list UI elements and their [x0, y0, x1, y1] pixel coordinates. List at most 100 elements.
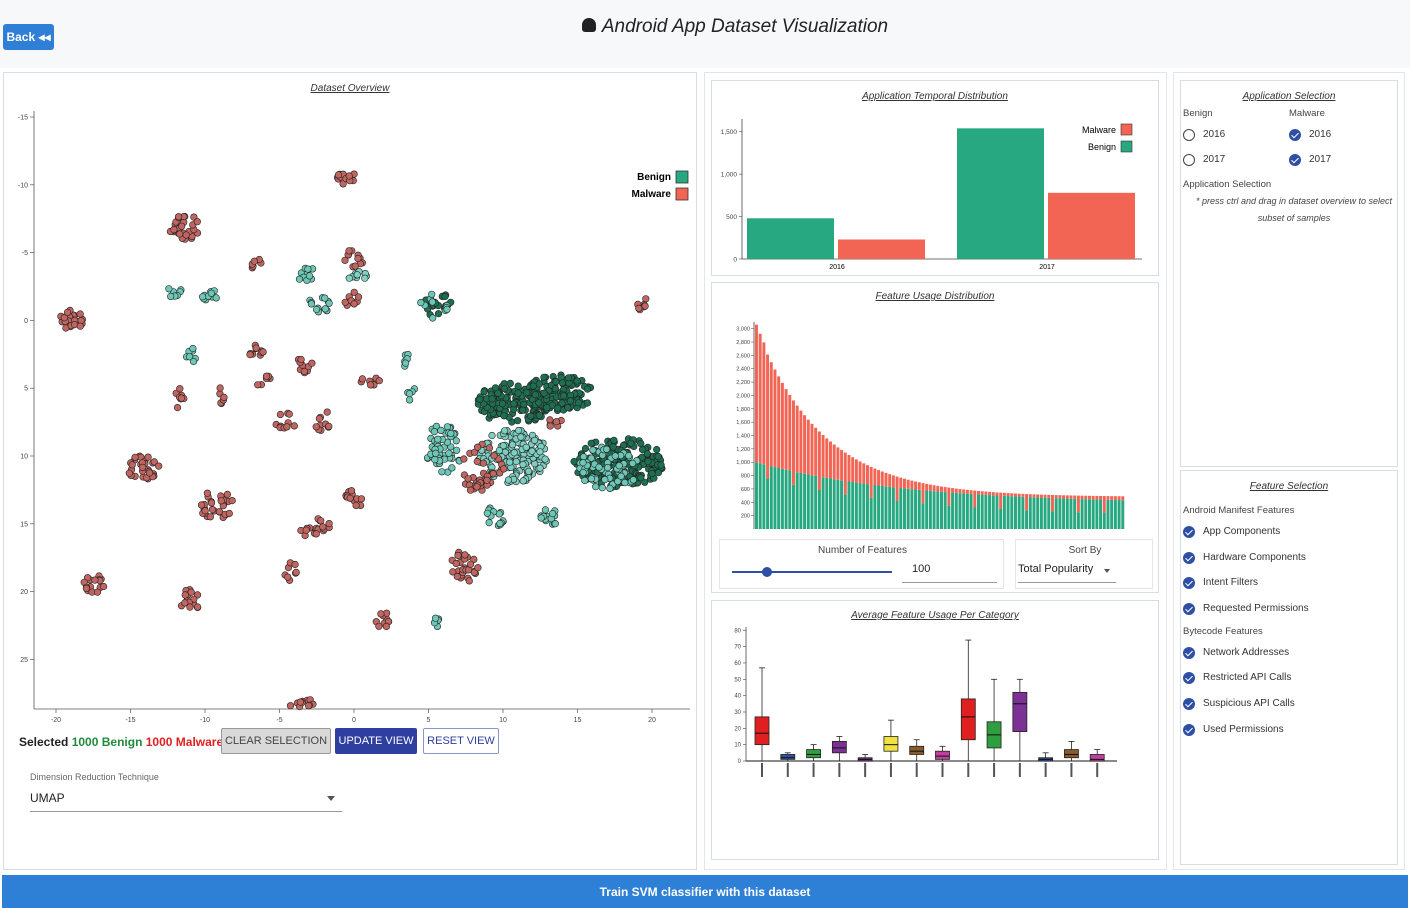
scatter-point	[540, 389, 548, 397]
usage-bar-malware	[906, 479, 910, 489]
requested-permissions-check[interactable]	[1183, 603, 1195, 615]
box-y-tick-label: 40	[734, 694, 741, 700]
scatter-point	[276, 410, 285, 419]
category-box	[935, 745, 950, 777]
benign-2016-radio[interactable]	[1183, 129, 1195, 141]
usage-bar-benign	[1065, 498, 1069, 529]
scatter-point	[225, 509, 233, 518]
usage-y-tick-label: 400	[741, 500, 750, 506]
box-iqr	[1064, 749, 1079, 759]
scatter-point	[325, 520, 333, 528]
sort-by-control[interactable]: Sort By Total Popularity	[1015, 539, 1153, 589]
usage-bar-malware	[1058, 495, 1062, 499]
usage-bar-malware	[995, 492, 999, 496]
usage-bar-malware	[817, 431, 821, 490]
network-addresses-check[interactable]	[1183, 647, 1195, 659]
restricted-api-calls-label: Restricted API Calls	[1203, 672, 1292, 683]
scatter-point	[601, 476, 609, 484]
usage-bar-benign	[1110, 499, 1114, 529]
train-svm-button[interactable]: Train SVM classifier with this dataset	[2, 875, 1408, 908]
usage-bar-malware	[962, 489, 966, 494]
scatter-point	[548, 510, 557, 518]
scatter-point	[259, 348, 267, 356]
usage-bar-malware	[1014, 493, 1017, 497]
scatter-point	[519, 477, 527, 485]
scatter-point	[536, 448, 544, 456]
usage-bar-benign	[1014, 496, 1017, 529]
legend-benign-label: Benign	[637, 172, 671, 183]
update-view-button[interactable]: UPDATE VIEW	[335, 728, 417, 754]
scatter-point	[76, 322, 84, 330]
usage-bar-benign	[1080, 499, 1084, 529]
scatter-point	[615, 462, 623, 470]
num-features-value[interactable]: 100	[912, 563, 931, 575]
scatter-point	[454, 551, 462, 560]
usage-bar-benign	[788, 470, 792, 529]
usage-bar-benign	[1054, 498, 1058, 529]
scatter-point	[297, 355, 305, 364]
reset-view-button[interactable]: RESET VIEW	[423, 728, 499, 754]
usage-bar-benign	[1010, 496, 1014, 529]
temporal-legend-benign-swatch	[1120, 140, 1133, 153]
scatter-point	[536, 464, 544, 472]
box-iqr	[806, 749, 821, 759]
category-box	[857, 754, 873, 777]
box-iqr	[1012, 691, 1028, 732]
usage-bar-malware	[832, 444, 836, 480]
scatter-point	[284, 573, 292, 581]
app-selection-title: Application Selection	[1242, 91, 1336, 102]
back-button[interactable]: Back ◂◂	[3, 24, 54, 50]
scatter-plot[interactable]: -20 -15 -10 -5 0 5 10 15 20 -15 -10 -5 0 5 10 15 20 25 Be…	[4, 93, 694, 743]
num-features-slider-track[interactable]	[732, 571, 892, 573]
scatter-x-tick-label: -15	[125, 717, 135, 724]
usage-bar-benign	[858, 483, 862, 529]
reduction-select[interactable]: UMAP	[30, 785, 342, 813]
scatter-point	[535, 411, 544, 419]
clear-selection-button[interactable]: CLEAR SELECTION	[221, 728, 331, 754]
intent-filters-check[interactable]	[1183, 577, 1195, 589]
usage-bar-malware	[769, 362, 773, 467]
scatter-point	[60, 314, 68, 322]
scatter-point	[215, 508, 223, 516]
usage-bar-benign	[1043, 497, 1047, 529]
feature-usage-chart: 200 400 600 800 1,000 1,200 1,400 1,600 1,800 2,0…	[736, 322, 1125, 529]
usage-bar-malware	[858, 461, 862, 484]
usage-bar-benign	[769, 466, 773, 529]
usage-bar-benign	[888, 486, 892, 529]
num-features-underline	[902, 582, 997, 583]
scatter-point	[483, 509, 491, 517]
hardware-components-check[interactable]	[1183, 552, 1195, 564]
usage-bar-benign	[984, 494, 988, 529]
scatter-point	[354, 254, 362, 263]
scatter-point	[208, 506, 217, 514]
usage-bar-benign	[1091, 499, 1095, 529]
benign-2017-radio[interactable]	[1183, 154, 1195, 166]
scatter-point	[449, 568, 457, 576]
usage-bar-malware	[847, 454, 851, 482]
temporal-legend-malware: Malware	[1082, 125, 1116, 135]
restricted-api-calls-check[interactable]	[1183, 672, 1195, 684]
scatter-point	[346, 494, 354, 502]
scatter-point	[375, 377, 383, 385]
scatter-point	[292, 568, 300, 577]
usage-bar-benign	[862, 483, 866, 529]
scatter-point	[155, 462, 163, 470]
app-components-check[interactable]	[1183, 526, 1195, 538]
scatter-point	[641, 478, 649, 486]
malware-2017-check[interactable]	[1289, 154, 1301, 166]
suspicious-api-calls-check[interactable]	[1183, 698, 1195, 710]
usage-bar-benign	[917, 489, 921, 529]
box-category-label-mark	[889, 763, 892, 777]
num-features-slider-thumb[interactable]	[762, 567, 772, 577]
scatter-x-tick-label: -5	[276, 717, 282, 724]
scatter-point	[537, 514, 545, 522]
scatter-point	[285, 410, 293, 418]
scatter-x-tick-label: 10	[499, 717, 507, 724]
usage-bar-malware	[928, 484, 932, 491]
malware-2016-check[interactable]	[1289, 129, 1301, 141]
box-y-tick-label: 10	[734, 743, 741, 749]
scatter-point	[347, 487, 356, 495]
scatter-point	[220, 393, 228, 402]
usage-bar-malware	[1028, 494, 1032, 498]
used-permissions-check[interactable]	[1183, 724, 1195, 736]
